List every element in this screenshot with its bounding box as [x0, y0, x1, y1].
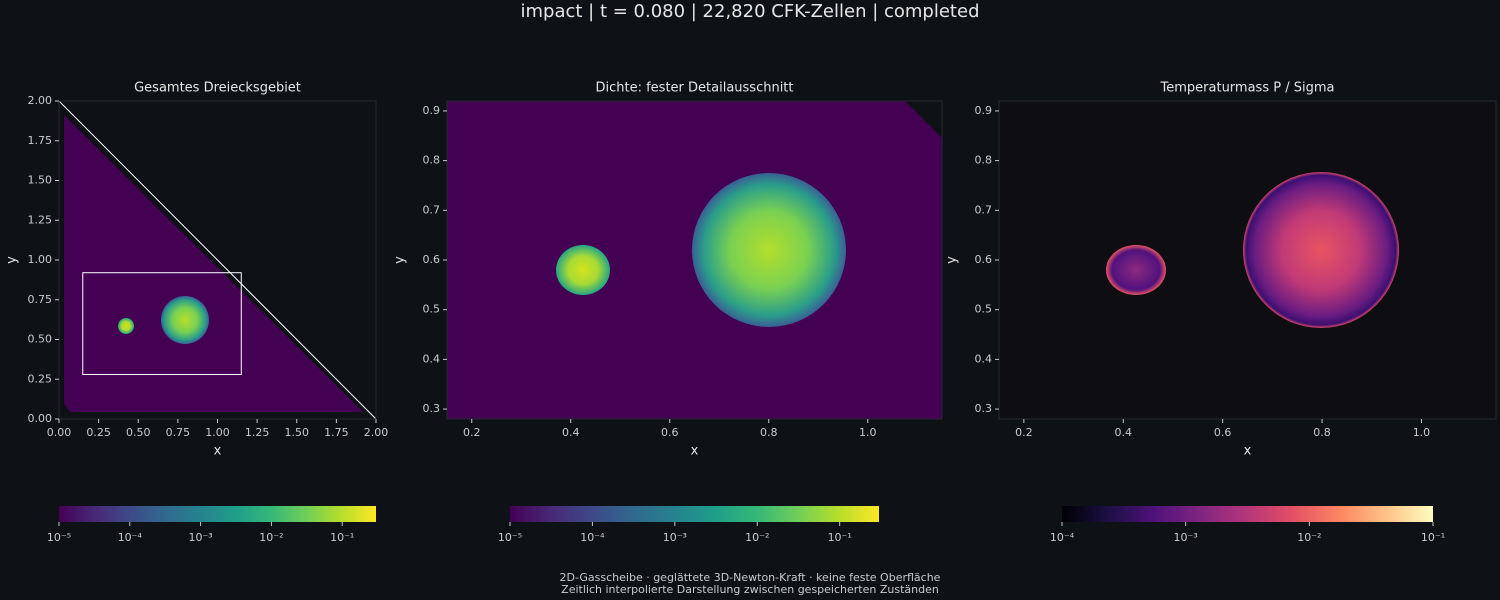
y-tick-label: 0.8: [423, 154, 441, 167]
y-tick-label: 0.4: [975, 352, 993, 365]
panel-title: Temperaturmass P / Sigma: [1160, 81, 1335, 96]
y-tick-label: 1.50: [28, 174, 53, 187]
y-tick-label: 0.3: [975, 402, 993, 415]
y-axis-label: y: [945, 256, 960, 264]
y-tick-label: 1.00: [28, 253, 53, 266]
x-tick-label: 0.25: [86, 426, 111, 439]
colorbar-tick-label: 10⁻¹: [828, 531, 852, 544]
y-tick-label: 1.75: [28, 134, 53, 147]
x-tick-label: 0.2: [1015, 426, 1033, 439]
colorbar-tick-label: 10⁻¹: [1421, 531, 1445, 544]
y-tick-label: 1.25: [28, 213, 53, 226]
colorbar-tick-label: 10⁻⁴: [118, 531, 143, 544]
y-tick-label: 0.8: [975, 154, 993, 167]
y-tick-label: 2.00: [28, 94, 53, 107]
colorbar: [510, 506, 879, 522]
y-axis-label: y: [5, 256, 20, 264]
colorbar-tick-label: 10⁻³: [188, 531, 212, 544]
x-tick-label: 1.00: [205, 426, 230, 439]
panel-title: Gesamtes Dreiecksgebiet: [134, 81, 301, 96]
x-tick-label: 0.8: [760, 426, 778, 439]
colorbar-tick-label: 10⁻³: [1174, 531, 1198, 544]
panel-title: Dichte: fester Detailausschnitt: [595, 81, 793, 96]
y-tick-label: 0.5: [975, 303, 993, 316]
colorbar: [1062, 506, 1433, 522]
colorbar-tick-label: 10⁻⁴: [580, 531, 605, 544]
y-tick-label: 0.3: [423, 402, 441, 415]
y-tick-label: 0.5: [423, 303, 441, 316]
footnote: 2D-Gasscheibe · geglättete 3D-Newton-Kra…: [560, 571, 941, 584]
colorbar-tick-label: 10⁻⁵: [47, 531, 71, 544]
colorbar-tick-label: 10⁻²: [259, 531, 283, 544]
colorbar-tick-label: 10⁻²: [1297, 531, 1321, 544]
y-tick-label: 0.00: [28, 412, 53, 425]
footnote: Zeitlich interpolierte Darstellung zwisc…: [561, 583, 939, 596]
x-axis-label: x: [214, 444, 222, 459]
x-tick-label: 0.2: [463, 426, 481, 439]
y-tick-label: 0.6: [423, 253, 441, 266]
colorbar: [59, 506, 376, 522]
y-tick-label: 0.7: [975, 203, 993, 216]
field-panel-2: [447, 101, 942, 419]
colorbar-tick-label: 10⁻⁴: [1050, 531, 1075, 544]
x-tick-label: 0.4: [1115, 426, 1133, 439]
colorbar-tick-label: 10⁻²: [745, 531, 769, 544]
colorbar-tick-label: 10⁻¹: [330, 531, 354, 544]
y-tick-label: 0.9: [975, 104, 993, 117]
x-tick-label: 0.6: [1214, 426, 1232, 439]
colorbar-tick-label: 10⁻³: [663, 531, 687, 544]
x-tick-label: 0.8: [1313, 426, 1331, 439]
colorbar-tick-label: 10⁻⁵: [498, 531, 522, 544]
y-tick-label: 0.50: [28, 333, 53, 346]
y-tick-label: 0.25: [28, 372, 53, 385]
x-tick-label: 0.00: [47, 426, 72, 439]
x-tick-label: 2.00: [364, 426, 389, 439]
x-tick-label: 1.75: [324, 426, 349, 439]
field-panel-3: [999, 101, 1496, 419]
field-panel-1: [58, 100, 377, 420]
y-tick-label: 0.9: [423, 104, 441, 117]
y-axis-label: y: [393, 256, 408, 264]
x-tick-label: 1.0: [1413, 426, 1431, 439]
x-tick-label: 0.4: [562, 426, 580, 439]
x-tick-label: 0.75: [166, 426, 191, 439]
y-tick-label: 0.6: [975, 253, 993, 266]
x-tick-label: 1.0: [859, 426, 877, 439]
y-tick-label: 0.75: [28, 293, 53, 306]
x-tick-label: 1.50: [285, 426, 310, 439]
y-tick-label: 0.7: [423, 203, 441, 216]
y-tick-label: 0.4: [423, 352, 441, 365]
x-tick-label: 0.50: [126, 426, 151, 439]
detail-box: [82, 272, 242, 375]
figure-title: impact | t = 0.080 | 22,820 CFK-Zellen |…: [520, 1, 979, 22]
x-axis-label: x: [1244, 444, 1252, 459]
x-tick-label: 1.25: [245, 426, 270, 439]
x-tick-label: 0.6: [661, 426, 679, 439]
x-axis-label: x: [691, 444, 699, 459]
